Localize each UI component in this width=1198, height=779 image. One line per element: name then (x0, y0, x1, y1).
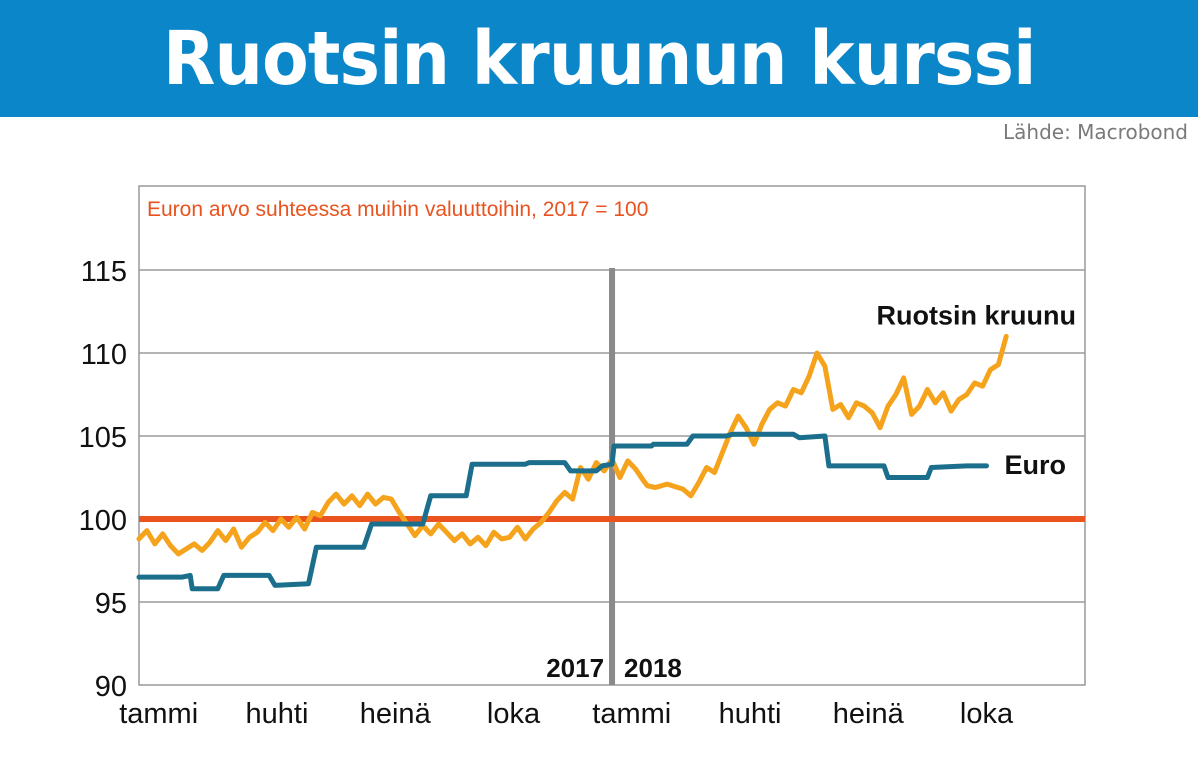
x-axis-labels: tammi huhti heinä loka tammi huhti heinä loka (119, 698, 1014, 730)
x-tick-label: heinä (833, 698, 905, 730)
y-tick-label: 115 (81, 256, 127, 288)
page-title: Ruotsin kruunun kurssi (162, 15, 1037, 102)
y-tick-label: 90 (95, 671, 127, 703)
series-line-ruotsin-kruunu (136, 333, 1009, 557)
series-labels: Ruotsin kruunu Euro (877, 300, 1076, 479)
y-tick-label: 95 (95, 588, 127, 620)
x-tick-label: huhti (719, 698, 782, 730)
x-tick-label: heinä (360, 698, 432, 730)
chart-subtitle: Euron arvo suhteessa muihin valuuttoihin… (147, 198, 648, 221)
x-tick-label: tammi (592, 698, 671, 730)
year-label-right: 2018 (624, 653, 682, 683)
series-layer (136, 333, 1009, 592)
x-tick-label: tammi (119, 698, 198, 730)
x-tick-label: huhti (246, 698, 309, 730)
x-tick-label: loka (487, 698, 541, 730)
series-label-ruotsin-kruunu: Ruotsin kruunu (877, 300, 1076, 330)
series-line-euro (136, 431, 989, 592)
year-divider: 2017 2018 (546, 268, 682, 685)
source-label: Lähde: Macrobond (1003, 120, 1188, 144)
y-tick-label: 105 (79, 422, 127, 454)
y-axis-labels: 90 95 100 105 110 115 (79, 256, 127, 703)
title-banner: Ruotsin kruunun kurssi (0, 0, 1198, 117)
y-tick-label: 110 (81, 339, 127, 371)
series-label-euro: Euro (1005, 450, 1067, 480)
year-label-left: 2017 (546, 653, 604, 683)
y-tick-label: 100 (79, 505, 127, 537)
x-tick-label: loka (960, 698, 1014, 730)
